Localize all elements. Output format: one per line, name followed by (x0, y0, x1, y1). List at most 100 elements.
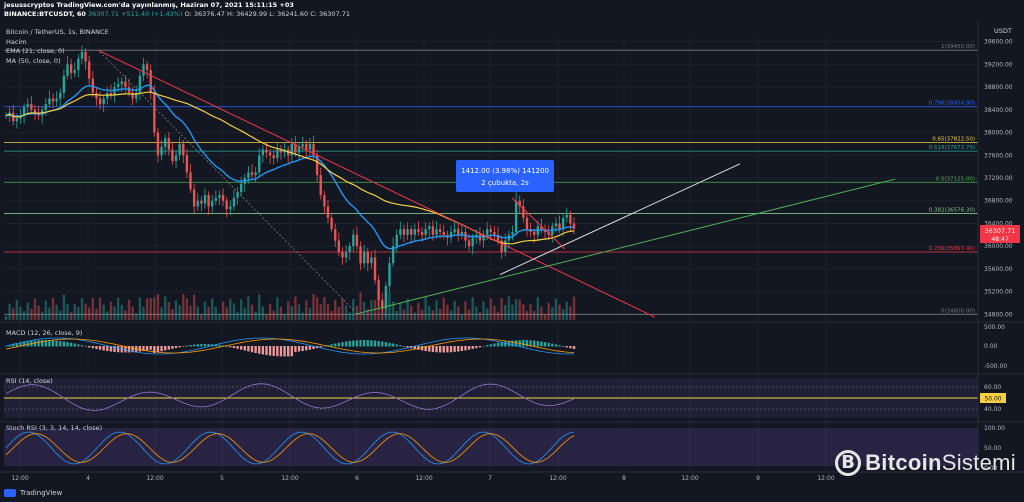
candle (457, 229, 460, 235)
volume-bar (359, 292, 362, 320)
candle (482, 234, 485, 241)
measure-box[interactable]: 1412.00 (3.98%) 141200 2 çubukta, 2s (456, 160, 554, 192)
x-tick-label: 12:00 (681, 475, 698, 482)
candle (185, 155, 189, 173)
candle (402, 229, 406, 235)
macd-bar (185, 345, 189, 347)
footer: TradingView (0, 484, 1024, 502)
macd-bar (543, 342, 547, 347)
macd-bar (149, 346, 152, 350)
volume-bar (211, 298, 214, 320)
volume-bar (431, 310, 435, 320)
volume-bar (475, 306, 478, 320)
candle (59, 92, 62, 99)
volume-bar (554, 298, 558, 320)
x-tick-label: 12:00 (11, 475, 28, 482)
volume-bar (438, 308, 442, 320)
volume-bar (200, 314, 203, 320)
candle (406, 229, 409, 235)
volume-bar (540, 306, 543, 320)
macd-bar (323, 345, 326, 347)
y-tick-label: 36400.00 (984, 220, 1013, 227)
x-tick-label: 12:00 (281, 475, 298, 482)
macd-bar (435, 346, 438, 353)
macd-bar (359, 340, 362, 347)
macd-bar (464, 346, 467, 351)
chart-canvas[interactable]: 1(39450.00) 0.786(38454.90) 0.65(37822.50)… (0, 20, 1024, 484)
volume-bar (66, 304, 69, 320)
volume-bar (460, 314, 464, 320)
macd-bar (373, 340, 377, 347)
volume-bar (362, 302, 366, 320)
volume-bar (305, 300, 308, 320)
macd-bar (203, 344, 207, 347)
candle (142, 64, 145, 76)
volume-bar (138, 297, 142, 320)
x-tick-label: 4 (86, 475, 90, 482)
candle (247, 172, 250, 178)
volume-bar (185, 298, 189, 320)
candle (229, 206, 232, 210)
short-trend-line (511, 197, 566, 250)
volume-bar (413, 312, 416, 320)
macd-bar (355, 340, 359, 347)
candle (561, 217, 565, 230)
volume-bar (12, 308, 15, 320)
macd-bar (561, 346, 565, 347)
x-tick-label: 8 (622, 475, 626, 482)
volume-bar (167, 302, 170, 320)
volume-bar (258, 294, 261, 320)
macd-bar (428, 346, 431, 352)
candle (265, 149, 268, 153)
candle (225, 200, 228, 210)
macd-bar (229, 346, 232, 348)
volume-bar (247, 296, 250, 320)
macd-bar (250, 346, 254, 353)
candle (464, 231, 467, 241)
candle (290, 143, 293, 156)
candle (138, 75, 142, 93)
macd-bar (402, 346, 406, 347)
candle (391, 246, 395, 264)
y-tick-label: 39600.00 (984, 39, 1013, 46)
high-value: H: 36429.99 (226, 10, 268, 18)
measure-line1: 1412.00 (3.98%) 141200 (461, 167, 549, 175)
legend-ema: EMA (21, close, 0) (6, 47, 65, 55)
fib-retracement[interactable]: 1(39450.00) 0.786(38454.90) 0.65(37822.50)… (4, 44, 978, 315)
candle (355, 234, 359, 247)
macd-bar (19, 342, 22, 347)
macd-bar (424, 346, 427, 352)
macd-bar (80, 345, 84, 347)
macd-bar (174, 346, 178, 348)
candle (239, 183, 243, 193)
x-tick-label: 6 (355, 475, 359, 482)
footer-brand: TradingView (20, 489, 63, 497)
macd-bar (565, 346, 568, 348)
macd-bar (558, 345, 561, 347)
volume-bar (243, 307, 246, 320)
trend-lines[interactable] (97, 49, 896, 318)
macd-bar (457, 346, 460, 352)
macd-bar (247, 346, 250, 352)
price-change: +511.40 (+1.43%) (121, 10, 183, 18)
macd-bar (69, 342, 73, 347)
measure-line2: 2 çubukta, 2s (481, 179, 529, 187)
candle (116, 84, 120, 88)
volume-bar (214, 306, 218, 320)
macd-bar (4, 346, 8, 347)
volume-bar (561, 309, 565, 320)
volume-bars (4, 290, 576, 320)
volume-bar (315, 297, 319, 320)
symbol-label[interactable]: BINANCE:BTCUSDT, 60 (4, 10, 86, 18)
y-tick-label: 36000.00 (984, 243, 1013, 250)
macd-bar (478, 346, 482, 348)
volume-bar (142, 307, 145, 320)
volume-bar (261, 306, 265, 320)
candle (315, 155, 319, 176)
macd-bar (138, 346, 142, 352)
x-tick-label: 9 (756, 475, 760, 482)
candle (493, 231, 496, 235)
macd-bar (156, 346, 160, 353)
volume-bar (334, 300, 337, 320)
volume-bar (62, 294, 66, 320)
